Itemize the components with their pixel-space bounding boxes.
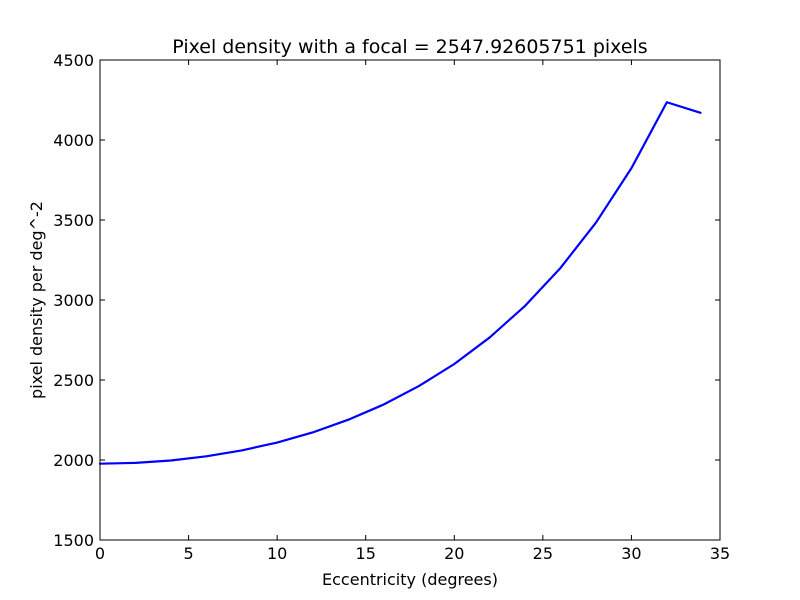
y-tick-label: 4000 — [53, 131, 94, 150]
x-tick-label: 25 — [533, 544, 553, 563]
y-tick-label: 1500 — [53, 531, 94, 550]
x-axis-label: Eccentricity (degrees) — [322, 570, 498, 589]
y-axis-label: pixel density per deg^-2 — [27, 201, 46, 399]
y-tick-label: 3000 — [53, 291, 94, 310]
y-tick-label: 2500 — [53, 371, 94, 390]
y-tick-label: 4500 — [53, 51, 94, 70]
x-tick-label: 0 — [95, 544, 105, 563]
x-tick-label: 10 — [267, 544, 287, 563]
x-tick-label: 15 — [356, 544, 376, 563]
x-tick-label: 5 — [183, 544, 193, 563]
plot-marks — [98, 101, 702, 465]
chart-title: Pixel density with a focal = 2547.926057… — [172, 36, 647, 58]
series-line — [98, 101, 702, 465]
x-tick-label: 20 — [444, 544, 464, 563]
y-tick-label: 2000 — [53, 451, 94, 470]
x-tick-label: 30 — [621, 544, 641, 563]
tick-labels: 0 5 10 15 20 25 30 35 1500 2000 2500 3000 3500 4000 45… — [53, 51, 730, 563]
x-tick-label: 35 — [710, 544, 730, 563]
plot-area-frame — [99, 59, 721, 541]
y-tick-label: 3500 — [53, 211, 94, 230]
